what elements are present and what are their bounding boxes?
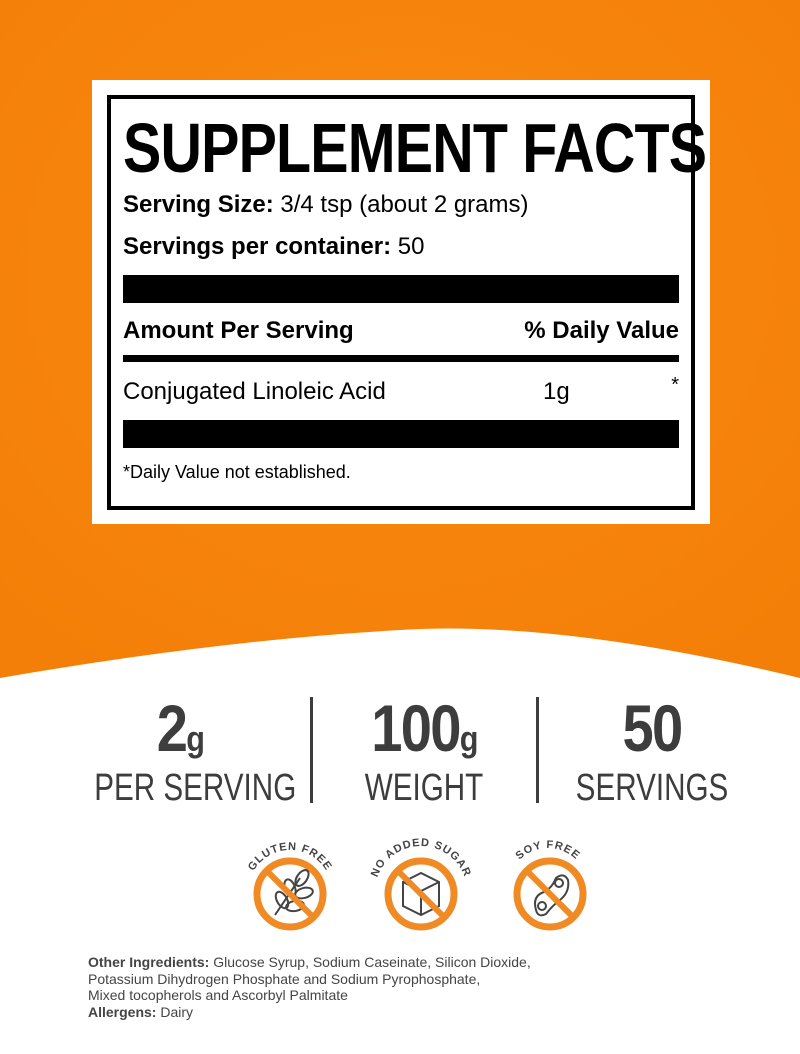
- svg-text:GLUTEN FREE: GLUTEN FREE: [246, 841, 334, 873]
- divider-bar: [123, 275, 679, 303]
- soy-free-badge: SOY FREE: [513, 839, 587, 931]
- no-added-sugar-badge: NO ADDED SUGAR: [369, 837, 472, 931]
- stat-servings: 50 SERVINGS: [575, 691, 729, 809]
- gluten-free-badge: GLUTEN FREE: [246, 841, 334, 931]
- ingredient-row: Conjugated Linoleic Acid 1g *: [123, 374, 679, 405]
- footnote: *Daily Value not established.: [123, 462, 351, 482]
- divider-bar: [123, 420, 679, 448]
- allergens: Allergens: Dairy: [88, 1003, 194, 1020]
- divider-thin: [123, 355, 679, 362]
- servings-per-container: Servings per container: 50: [123, 233, 425, 260]
- supplement-facts-panel: SUPPLEMENT FACTS Serving Size: 3/4 tsp (…: [92, 80, 710, 524]
- badges: GLUTEN FREE NO ADDED SUGAR SOY FREE: [246, 837, 587, 931]
- serving-size: Serving Size: 3/4 tsp (about 2 grams): [123, 191, 529, 218]
- stat-per-serving: 2g PER SERVING: [94, 691, 297, 809]
- ingredients-text: Other Ingredients: Glucose Syrup, Sodium…: [88, 954, 531, 1020]
- facts-title: SUPPLEMENT FACTS: [123, 109, 707, 187]
- other-ingredients: Other Ingredients: Glucose Syrup, Sodium…: [88, 954, 531, 970]
- stat-divider: [536, 697, 539, 803]
- stat-weight: 100g WEIGHT: [364, 691, 484, 809]
- stat-divider: [310, 697, 313, 803]
- amount-header: Amount Per Serving% Daily Value: [123, 317, 679, 344]
